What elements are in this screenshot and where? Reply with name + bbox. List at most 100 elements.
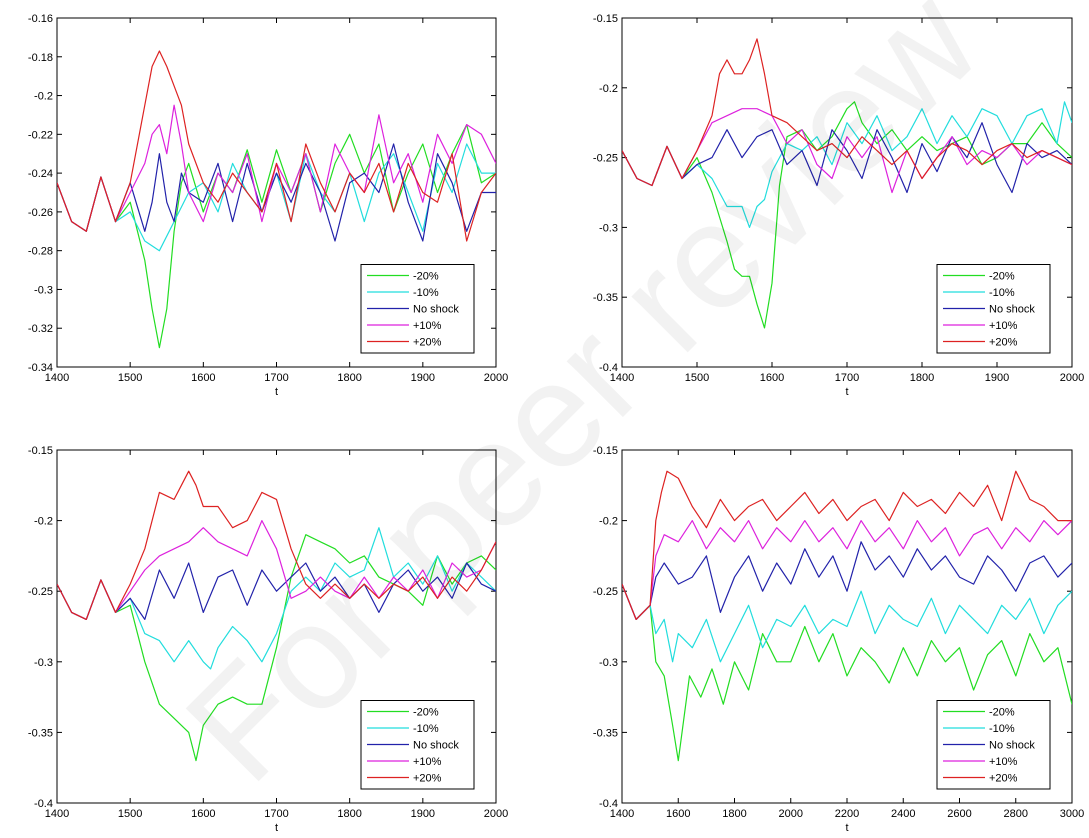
x-tick-label: 1400 bbox=[610, 808, 634, 820]
y-tick-label: -0.2 bbox=[599, 83, 618, 95]
series-line--20% bbox=[622, 583, 1072, 762]
legend-entry-label: -10% bbox=[413, 723, 439, 735]
series-lines bbox=[622, 38, 1072, 329]
series-line-+10% bbox=[622, 520, 1072, 620]
y-tick-label: -0.18 bbox=[28, 52, 53, 64]
series-lines bbox=[57, 50, 496, 349]
y-tick-label: -0.25 bbox=[28, 586, 53, 598]
y-tick-label: -0.2 bbox=[599, 516, 618, 528]
x-axis-label: t bbox=[845, 822, 848, 834]
legend-entry-label: +20% bbox=[413, 773, 442, 785]
y-tick-label: -0.4 bbox=[599, 362, 618, 374]
legend-entry-label: -10% bbox=[989, 287, 1015, 299]
legend-entry-label: +10% bbox=[413, 756, 442, 768]
x-tick-label: 2000 bbox=[779, 808, 803, 820]
x-tick-label: 1700 bbox=[264, 808, 288, 820]
series-lines bbox=[57, 470, 496, 762]
legend: -20% -10% No shock +10% +20% bbox=[360, 264, 475, 354]
legend-entry-label: +20% bbox=[989, 773, 1018, 785]
legend-entry-label: -10% bbox=[413, 287, 439, 299]
y-tick-label: -0.25 bbox=[593, 153, 618, 165]
y-tick-label: -0.34 bbox=[28, 362, 53, 374]
y-tick-label: -0.32 bbox=[28, 323, 53, 335]
legend: -20% -10% No shock +10% +20% bbox=[936, 700, 1051, 790]
chart-panel-4: 1400 1600 1800 2000 2200 2400 2600 2800 3000 -0.4… bbox=[593, 445, 1084, 834]
y-tick-label: -0.35 bbox=[593, 292, 618, 304]
x-tick-label: 1800 bbox=[910, 372, 934, 384]
series-line--10% bbox=[57, 527, 496, 670]
x-tick-label: 1900 bbox=[411, 372, 435, 384]
x-tick-label: 1700 bbox=[835, 372, 859, 384]
series-line-+20% bbox=[57, 50, 496, 242]
y-tick-label: -0.4 bbox=[34, 798, 53, 810]
y-tick-label: -0.24 bbox=[28, 168, 53, 180]
legend-entry-label: +10% bbox=[413, 320, 442, 332]
x-tick-label: 2000 bbox=[484, 808, 508, 820]
x-tick-label: 1600 bbox=[666, 808, 690, 820]
x-tick-label: 2400 bbox=[891, 808, 915, 820]
series-line-+20% bbox=[57, 470, 496, 620]
x-tick-label: 1400 bbox=[45, 372, 69, 384]
y-tick-label: -0.3 bbox=[34, 657, 53, 669]
y-tick-label: -0.25 bbox=[593, 586, 618, 598]
chart-panel-2: 1400 1500 1600 1700 1800 1900 2000 -0.4 -0.35 -0.… bbox=[593, 13, 1084, 398]
chart-panel-3: 1400 1500 1600 1700 1800 1900 2000 -0.4 -0.35 -0.… bbox=[28, 445, 508, 834]
legend-entry-label: No shock bbox=[413, 740, 459, 752]
x-tick-label: 1900 bbox=[411, 808, 435, 820]
x-tick-label: 1600 bbox=[760, 372, 784, 384]
series-lines bbox=[622, 470, 1072, 762]
x-tick-label: 1500 bbox=[118, 808, 142, 820]
series-line-+20% bbox=[622, 470, 1072, 620]
legend-entry-label: -20% bbox=[989, 271, 1015, 283]
chart-panel-1: 1400 1500 1600 1700 1800 1900 2000 -0.34 -0.32 -0… bbox=[28, 13, 508, 398]
y-tick-label: -0.2 bbox=[34, 91, 53, 103]
y-tick-label: -0.35 bbox=[593, 727, 618, 739]
legend-entry-label: +10% bbox=[989, 756, 1018, 768]
legend-entry-label: +20% bbox=[413, 337, 442, 349]
x-tick-label: 2000 bbox=[1060, 372, 1084, 384]
x-tick-label: 1900 bbox=[985, 372, 1009, 384]
y-tick-label: -0.26 bbox=[28, 207, 53, 219]
y-tick-label: -0.28 bbox=[28, 246, 53, 258]
y-tick-label: -0.15 bbox=[593, 445, 618, 457]
series-line--10% bbox=[622, 583, 1072, 663]
series-line--20% bbox=[622, 101, 1072, 329]
x-tick-label: 1800 bbox=[337, 808, 361, 820]
series-line-No shock bbox=[622, 122, 1072, 194]
y-tick-label: -0.15 bbox=[593, 13, 618, 25]
x-tick-label: 2600 bbox=[947, 808, 971, 820]
legend-entry-label: No shock bbox=[989, 740, 1035, 752]
x-tick-label: 1800 bbox=[722, 808, 746, 820]
x-axis-label: t bbox=[275, 822, 278, 834]
y-tick-label: -0.22 bbox=[28, 129, 53, 141]
legend-entry-label: -20% bbox=[413, 707, 439, 719]
series-line-No shock bbox=[622, 541, 1072, 620]
legend: -20% -10% No shock +10% +20% bbox=[360, 700, 475, 790]
legend-entry-label: +20% bbox=[989, 337, 1018, 349]
x-tick-label: 1400 bbox=[45, 808, 69, 820]
legend-entry-label: -10% bbox=[989, 723, 1015, 735]
x-tick-label: 2000 bbox=[484, 372, 508, 384]
x-tick-label: 1400 bbox=[610, 372, 634, 384]
series-line--20% bbox=[57, 534, 496, 762]
series-line--10% bbox=[622, 101, 1072, 228]
x-tick-label: 1500 bbox=[118, 372, 142, 384]
x-tick-label: 1500 bbox=[685, 372, 709, 384]
chart-panels: 1400 1500 1600 1700 1800 1900 2000 -0.34 -0.32 -0… bbox=[28, 13, 1084, 834]
legend: -20% -10% No shock +10% +20% bbox=[936, 264, 1051, 354]
x-tick-label: 1700 bbox=[264, 372, 288, 384]
series-line-No shock bbox=[57, 562, 496, 620]
legend-entry-label: +10% bbox=[989, 320, 1018, 332]
y-tick-label: -0.16 bbox=[28, 13, 53, 25]
y-tick-label: -0.2 bbox=[34, 516, 53, 528]
y-tick-label: -0.3 bbox=[599, 222, 618, 234]
legend-entry-label: -20% bbox=[989, 707, 1015, 719]
series-line-+10% bbox=[57, 520, 496, 620]
x-tick-label: 1600 bbox=[191, 372, 215, 384]
x-tick-label: 3000 bbox=[1060, 808, 1084, 820]
x-axis-label: t bbox=[275, 386, 278, 398]
x-tick-label: 2800 bbox=[1004, 808, 1028, 820]
legend-entry-label: -20% bbox=[413, 271, 439, 283]
series-line-+20% bbox=[622, 38, 1072, 187]
